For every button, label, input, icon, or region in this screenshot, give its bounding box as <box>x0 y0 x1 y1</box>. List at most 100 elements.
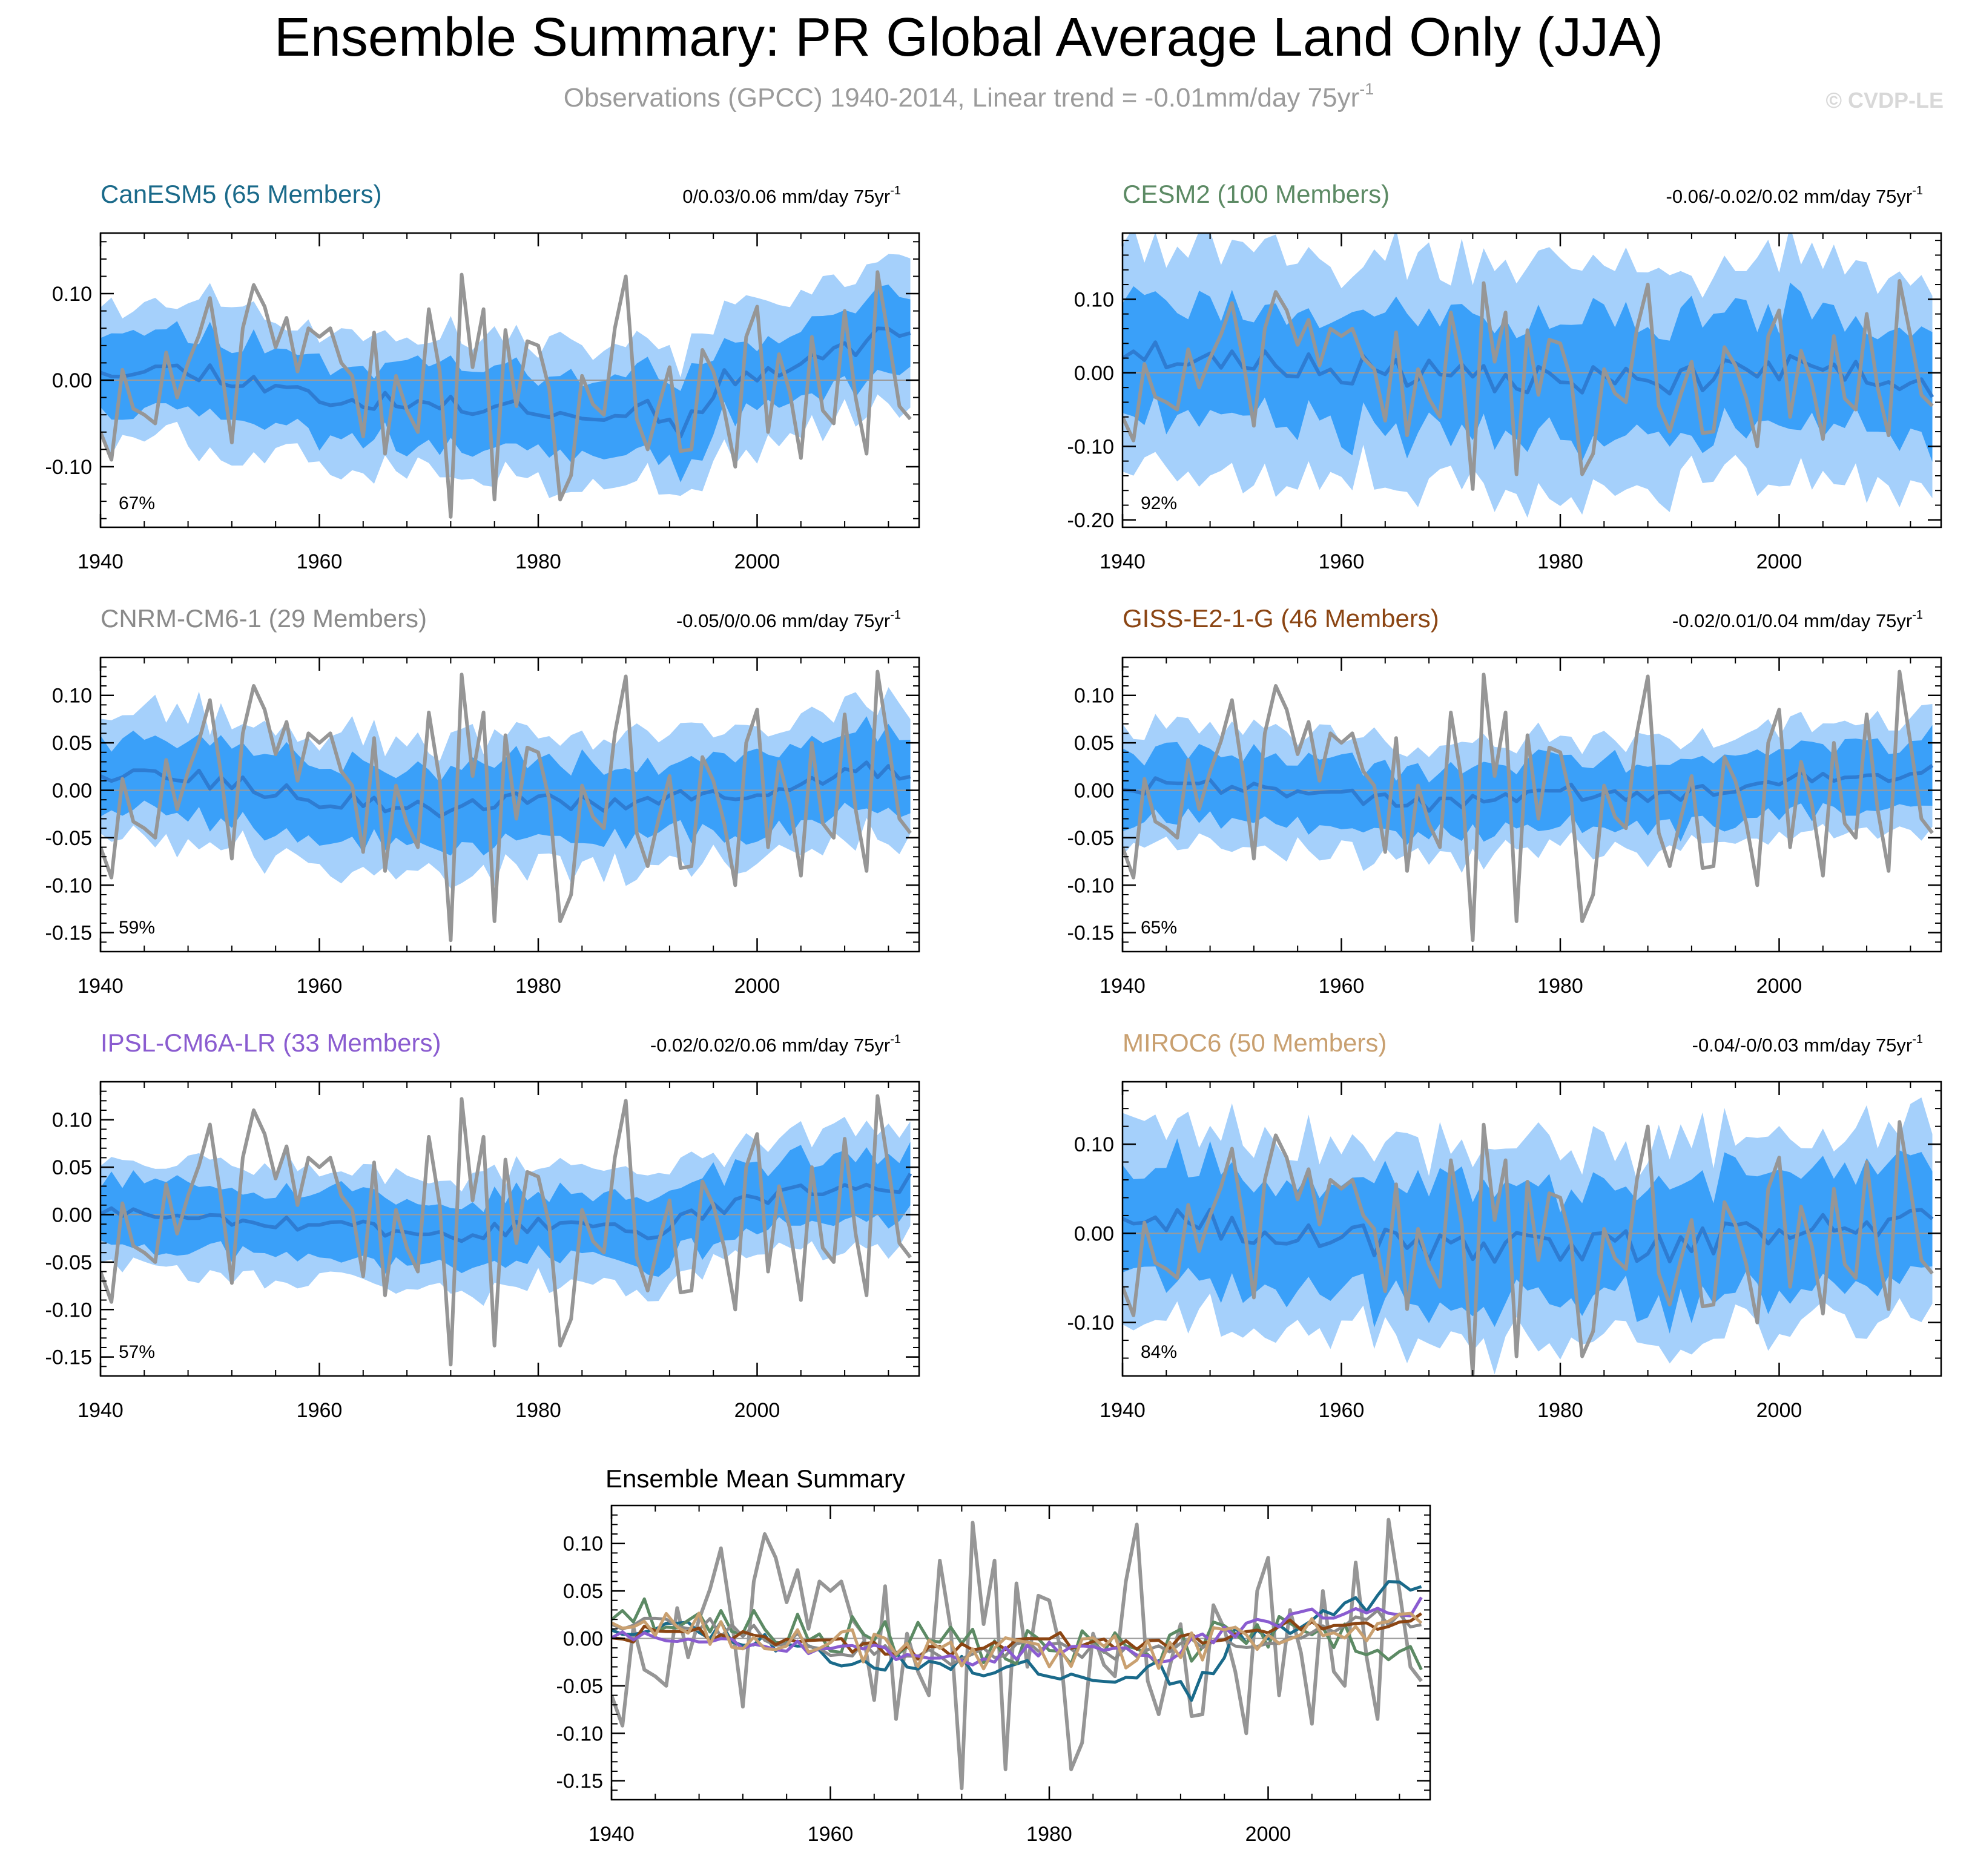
y-tick-label: -0.10 <box>45 1298 93 1321</box>
trend-label: -0.05/0/0.06 mm/day 75yr-1 <box>676 608 901 631</box>
x-tick-label: 1980 <box>1537 550 1583 573</box>
plot-frame <box>1121 232 1942 528</box>
y-tick-label: 0.05 <box>1074 732 1114 755</box>
trend-label-sup: -1 <box>890 608 901 622</box>
y-tick-label: 0.05 <box>563 1580 603 1603</box>
mean-line-ipsl-cm6a-lr <box>612 1596 1423 1667</box>
x-tick-label: 1980 <box>1537 975 1583 998</box>
plot-frame <box>610 1504 1431 1801</box>
y-tick-label: 0.05 <box>52 1156 92 1179</box>
y-tick-label: 0.00 <box>1074 779 1114 802</box>
trend-label-text: -0.02/0.02/0.06 mm/day 75yr <box>650 1035 890 1056</box>
x-tick-label: 1940 <box>77 975 124 998</box>
trend-label-sup: -1 <box>890 1033 901 1046</box>
x-tick-label: 2000 <box>1756 975 1802 998</box>
x-tick-label: 1940 <box>1100 975 1146 998</box>
percent-label: 65% <box>1141 918 1177 938</box>
x-tick-label: 1960 <box>1319 1399 1365 1422</box>
panel-title: CESM2 (100 Members) <box>1123 180 1390 208</box>
page-subtitle-sup: -1 <box>1359 80 1374 98</box>
trend-label-sup: -1 <box>1912 608 1923 622</box>
x-tick-label: 1960 <box>297 550 343 573</box>
plot-area <box>1123 670 1941 943</box>
plot-frame <box>1121 656 1942 953</box>
x-tick-label: 2000 <box>734 550 780 573</box>
trend-label: -0.02/0.02/0.06 mm/day 75yr-1 <box>650 1033 901 1056</box>
x-tick-label: 2000 <box>1756 550 1802 573</box>
x-tick-label: 1940 <box>1100 550 1146 573</box>
y-tick-label: 0.10 <box>52 283 92 306</box>
panel-3: GISS-E2-1-G (46 Members) -0.02/0.01/0.04 … <box>1067 604 1942 998</box>
observations-line <box>1123 278 1934 491</box>
plot-area <box>101 254 919 519</box>
x-tick-label: 2000 <box>734 1399 780 1422</box>
plot-frame <box>99 656 920 953</box>
x-tick-label: 2000 <box>734 975 780 998</box>
panel-6: Ensemble Mean Summary -0.15 -0.10 -0.05 0.00… <box>556 1464 1431 1846</box>
trend-label-sup: -1 <box>890 184 901 197</box>
x-tick-label: 1940 <box>77 550 124 573</box>
panel-title: Ensemble Mean Summary <box>605 1464 905 1493</box>
panel-5: MIROC6 (50 Members) -0.04/-0/0.03 mm/day … <box>1067 1029 1942 1422</box>
trend-label-sup: -1 <box>1912 184 1923 197</box>
panel-title: CNRM-CM6-1 (29 Members) <box>101 604 427 633</box>
page-subtitle: Observations (GPCC) 1940-2014, Linear tr… <box>564 80 1374 113</box>
panel-title: CanESM5 (65 Members) <box>101 180 381 208</box>
x-tick-label: 1960 <box>808 1823 854 1846</box>
observations-line <box>1123 670 1934 943</box>
y-tick-label: 0.10 <box>52 1109 92 1132</box>
y-tick-label: -0.10 <box>1067 874 1115 897</box>
plot-frame <box>1121 1081 1942 1377</box>
panel-2: CNRM-CM6-1 (29 Members) -0.05/0/0.06 mm/d… <box>45 604 920 998</box>
y-tick-label: -0.10 <box>45 874 93 897</box>
percent-label: 57% <box>119 1342 155 1362</box>
observations-line <box>101 670 912 943</box>
panel-4: IPSL-CM6A-LR (33 Members) -0.02/0.02/0.06… <box>45 1029 920 1422</box>
x-tick-label: 1980 <box>515 1399 561 1422</box>
ensemble-mean-line <box>1123 763 1934 813</box>
y-tick-label: -0.15 <box>45 1346 93 1369</box>
x-tick-label: 1940 <box>77 1399 124 1422</box>
x-tick-label: 1980 <box>1537 1399 1583 1422</box>
y-tick-label: 0.00 <box>563 1627 603 1650</box>
trend-label: 0/0.03/0.06 mm/day 75yr-1 <box>682 184 901 207</box>
y-tick-label: -0.20 <box>1067 509 1115 532</box>
y-tick-label: 0.00 <box>1074 362 1114 385</box>
inner-spread-band <box>101 1142 911 1277</box>
ensemble-mean-line <box>1123 340 1934 398</box>
y-tick-label: 0.10 <box>1074 288 1114 311</box>
y-tick-label: -0.05 <box>556 1675 604 1698</box>
y-tick-label: 0.00 <box>1074 1222 1114 1245</box>
percent-label: 59% <box>119 918 155 938</box>
trend-label-text: 0/0.03/0.06 mm/day 75yr <box>682 186 890 207</box>
watermark: © CVDP-LE <box>1825 88 1944 113</box>
panel-1: CESM2 (100 Members) -0.06/-0.02/0.02 mm/d… <box>1067 180 1942 573</box>
y-tick-label: -0.10 <box>1067 435 1115 458</box>
y-tick-label: 0.00 <box>52 1203 92 1226</box>
x-tick-label: 1940 <box>589 1823 635 1846</box>
y-tick-label: 0.00 <box>52 369 92 392</box>
y-tick-label: -0.10 <box>556 1722 604 1745</box>
trend-label-text: -0.04/-0/0.03 mm/day 75yr <box>1692 1035 1913 1056</box>
x-tick-label: 2000 <box>1245 1823 1291 1846</box>
trend-label: -0.02/0.01/0.04 mm/day 75yr-1 <box>1672 608 1923 631</box>
mean-line-miroc6 <box>612 1611 1423 1671</box>
y-tick-label: -0.15 <box>556 1770 604 1793</box>
panel-title: GISS-E2-1-G (46 Members) <box>1123 604 1439 633</box>
trend-label-sup: -1 <box>1912 1033 1923 1046</box>
x-tick-label: 1980 <box>515 550 561 573</box>
trend-label-text: -0.05/0/0.06 mm/day 75yr <box>676 610 890 631</box>
observations-line <box>612 1518 1423 1791</box>
x-tick-label: 1960 <box>297 1399 343 1422</box>
x-tick-label: 1980 <box>515 975 561 998</box>
percent-label: 92% <box>1141 493 1177 513</box>
y-tick-label: -0.05 <box>45 827 93 850</box>
y-tick-label: 0.10 <box>52 685 92 708</box>
y-tick-label: -0.05 <box>1067 827 1115 850</box>
percent-label: 67% <box>119 493 155 513</box>
x-tick-label: 1960 <box>1319 550 1365 573</box>
x-tick-label: 1940 <box>1100 1399 1146 1422</box>
y-tick-label: 0.00 <box>52 779 92 802</box>
plot-area <box>1123 233 1941 518</box>
